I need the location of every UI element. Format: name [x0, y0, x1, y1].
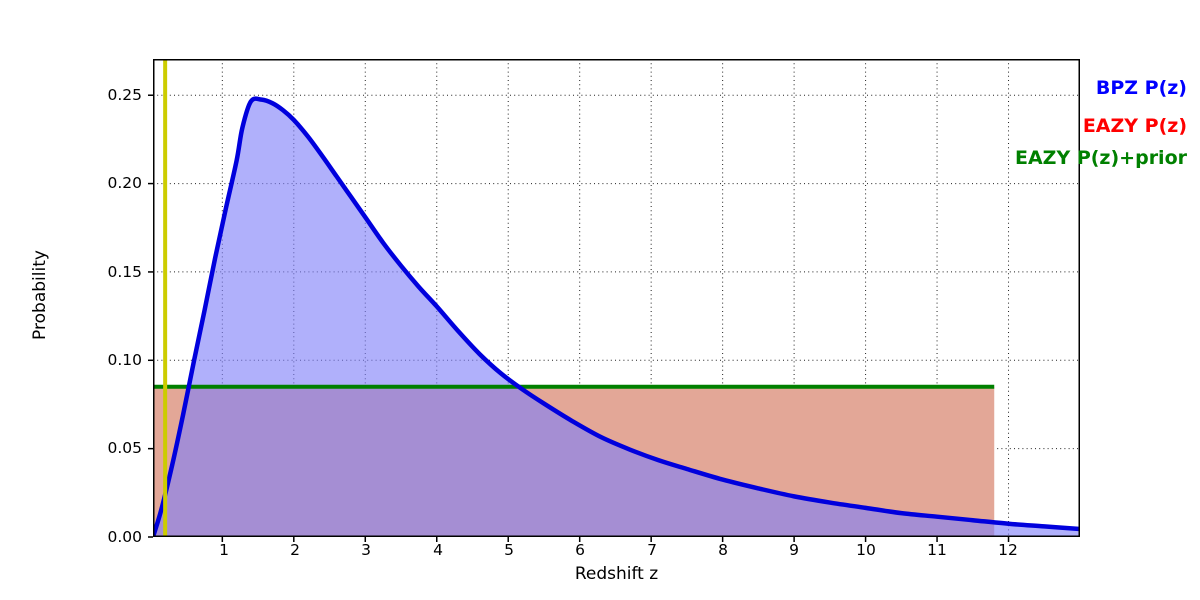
y-tick-label: 0.00	[107, 528, 142, 546]
x-tick-label: 6	[575, 541, 585, 559]
y-tick-label: 0.20	[107, 174, 142, 192]
x-tick-label: 8	[718, 541, 728, 559]
y-tick-label: 0.25	[107, 86, 142, 104]
x-tick-label: 4	[433, 541, 443, 559]
y-tick-label: 0.10	[107, 351, 142, 369]
plot-area	[148, 59, 1080, 542]
x-tick-label: 3	[361, 541, 371, 559]
x-tick-label: 2	[290, 541, 300, 559]
x-tick-label: 9	[789, 541, 799, 559]
x-tick-label: 12	[998, 541, 1018, 559]
x-tick-label: 10	[856, 541, 876, 559]
x-tick-label: 7	[647, 541, 657, 559]
x-tick-label: 5	[504, 541, 514, 559]
y-axis-tick-labels: 0.25 0.20 0.15 0.10 0.05 0.00	[80, 0, 142, 600]
y-tick-label: 0.15	[107, 263, 142, 281]
x-axis-label: Redshift z	[574, 564, 659, 584]
legend-item-eazy-prior: EAZY P(z)+prior	[1014, 147, 1187, 169]
y-tick-label: 0.05	[107, 439, 142, 457]
legend-item-eazy: EAZY P(z)	[1082, 115, 1187, 137]
x-tick-label: 1	[219, 541, 229, 559]
x-tick-label: 11	[927, 541, 947, 559]
plot-canvas	[153, 59, 1080, 537]
legend-item-bpz: BPZ P(z)	[1095, 77, 1187, 99]
